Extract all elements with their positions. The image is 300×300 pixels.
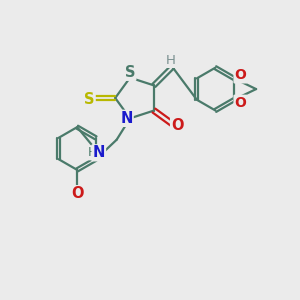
Text: N: N [93, 145, 105, 160]
Text: H: H [87, 146, 97, 159]
Text: N: N [120, 111, 133, 126]
Text: S: S [84, 92, 94, 107]
Text: O: O [171, 118, 184, 133]
Text: O: O [235, 68, 246, 83]
Text: S: S [125, 65, 135, 80]
Text: H: H [166, 54, 176, 67]
Text: O: O [71, 186, 83, 201]
Text: O: O [235, 96, 246, 110]
